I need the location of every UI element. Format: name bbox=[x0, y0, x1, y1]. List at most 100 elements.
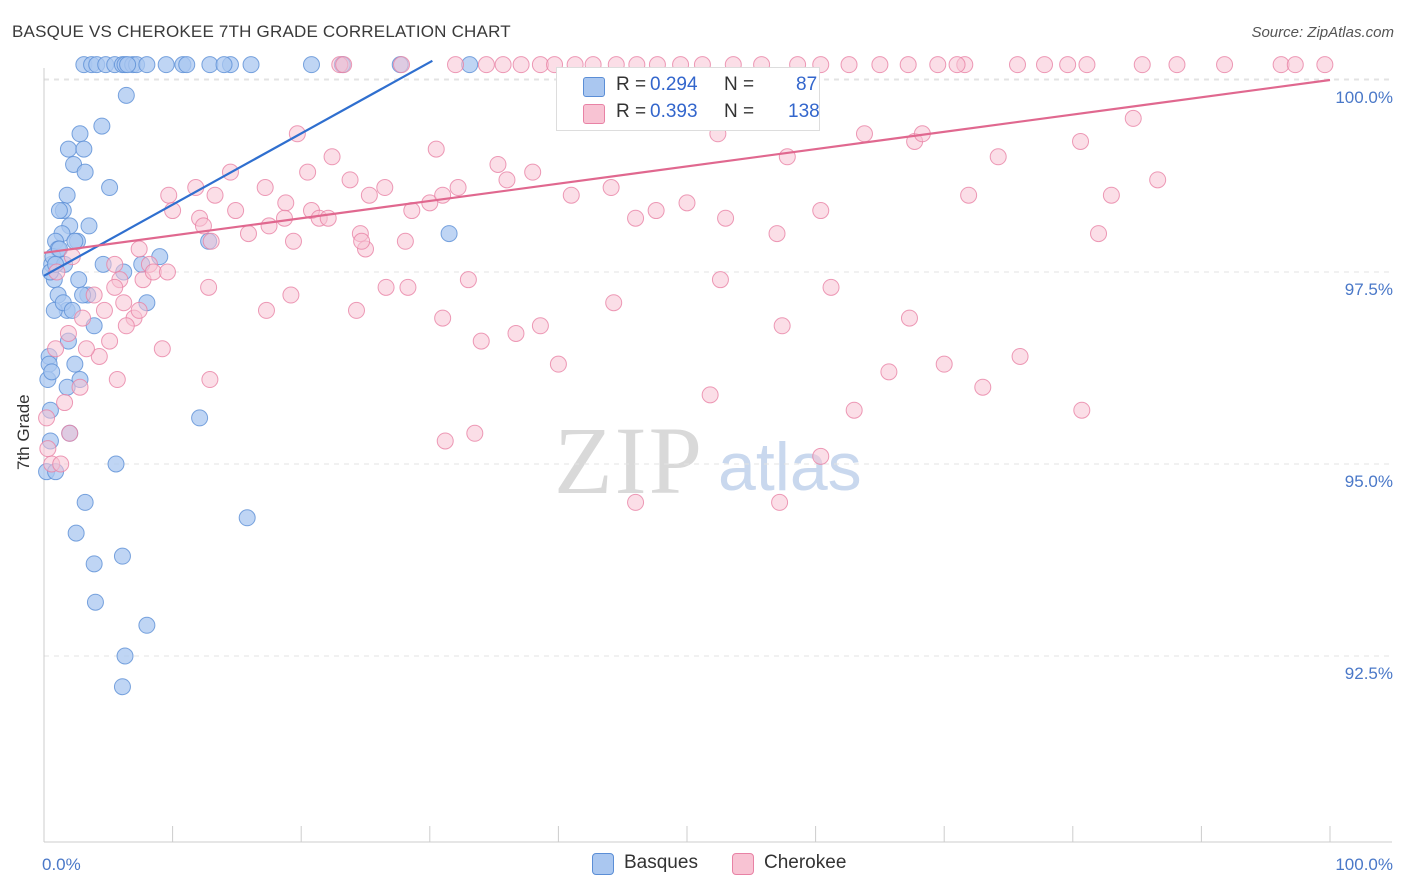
cherokee-point bbox=[319, 209, 337, 227]
y-tick-label: 95.0% bbox=[1345, 472, 1393, 491]
cherokee-point bbox=[512, 56, 530, 74]
cherokee-point bbox=[227, 202, 245, 220]
cherokee-point bbox=[524, 163, 542, 181]
cherokee-point bbox=[1011, 347, 1029, 365]
x-tick-label: 100.0% bbox=[1335, 855, 1393, 874]
cherokee-point bbox=[206, 186, 224, 204]
cherokee-point bbox=[562, 186, 580, 204]
cherokee-point bbox=[38, 409, 56, 427]
cherokee-point bbox=[1272, 56, 1290, 74]
cherokee-point bbox=[899, 56, 917, 74]
basques-point bbox=[440, 225, 458, 243]
cherokee-point bbox=[257, 301, 275, 319]
cherokee-point bbox=[1286, 56, 1304, 74]
cherokee-point bbox=[822, 278, 840, 296]
cherokee-point bbox=[39, 440, 57, 458]
cherokee-point bbox=[144, 263, 162, 281]
legend-r-value: 0.393 bbox=[650, 101, 698, 122]
basques-point bbox=[66, 355, 84, 373]
basques-point bbox=[93, 117, 111, 135]
basques-point bbox=[76, 493, 94, 511]
cherokee-point bbox=[434, 309, 452, 327]
basques-point bbox=[113, 678, 131, 696]
basques-point bbox=[242, 56, 260, 74]
cherokee-point bbox=[507, 324, 525, 342]
legend-n-label: N = bbox=[724, 74, 755, 95]
basques-point bbox=[113, 547, 131, 565]
cherokee-point bbox=[1168, 56, 1186, 74]
cherokee-point bbox=[1073, 401, 1091, 419]
cherokee-point bbox=[812, 202, 830, 220]
cherokee-point bbox=[871, 56, 889, 74]
cherokee-point bbox=[771, 493, 789, 511]
basques-point bbox=[86, 593, 104, 611]
cherokee-point bbox=[202, 232, 220, 250]
basques-point bbox=[117, 86, 135, 104]
y-tick-label: 97.5% bbox=[1345, 280, 1393, 299]
basques-point bbox=[138, 616, 156, 634]
cherokee-point bbox=[47, 340, 65, 358]
cherokee-point bbox=[929, 56, 947, 74]
cherokee-point bbox=[59, 324, 77, 342]
basques-point bbox=[302, 56, 320, 74]
y-tick-label: 100.0% bbox=[1335, 88, 1393, 107]
cherokee-point bbox=[459, 271, 477, 289]
cherokee-point bbox=[1216, 56, 1234, 74]
cherokee-point bbox=[647, 202, 665, 220]
cherokee-point bbox=[158, 263, 176, 281]
basques-point bbox=[107, 455, 125, 473]
cherokee-point bbox=[376, 179, 394, 197]
cherokee-point bbox=[498, 171, 516, 189]
x-tick-label: 0.0% bbox=[42, 855, 81, 874]
cherokee-point bbox=[341, 171, 359, 189]
legend-r-label: R = bbox=[616, 101, 647, 122]
basques-point bbox=[85, 555, 103, 573]
cherokee-point bbox=[701, 386, 719, 404]
legend-r-value: 0.294 bbox=[650, 74, 698, 95]
cherokee-point bbox=[840, 56, 858, 74]
basques-point bbox=[67, 524, 85, 542]
cherokee-point bbox=[77, 340, 95, 358]
bottom-legend-label-basques: Basques bbox=[624, 852, 698, 873]
cherokee-point bbox=[90, 347, 108, 365]
basques-point bbox=[191, 409, 209, 427]
cherokee-point bbox=[960, 186, 978, 204]
cherokee-point bbox=[200, 278, 218, 296]
cherokee-point bbox=[1009, 56, 1027, 74]
basques-point bbox=[43, 363, 61, 381]
cherokee-point bbox=[605, 294, 623, 312]
cherokee-point bbox=[335, 56, 353, 74]
watermark-atlas: atlas bbox=[718, 429, 862, 505]
cherokee-point bbox=[472, 332, 490, 350]
basques-point bbox=[215, 56, 233, 74]
cherokee-point bbox=[260, 217, 278, 235]
cherokee-trend-line bbox=[43, 78, 1331, 254]
basques-point bbox=[58, 186, 76, 204]
cherokee-point bbox=[1078, 56, 1096, 74]
basques-point bbox=[71, 125, 89, 143]
cherokee-point bbox=[399, 278, 417, 296]
cherokee-point bbox=[360, 186, 378, 204]
cherokee-point bbox=[71, 378, 89, 396]
cherokee-point bbox=[427, 140, 445, 158]
basques-point bbox=[461, 56, 479, 74]
cherokee-point bbox=[678, 194, 696, 212]
basques-point bbox=[201, 56, 219, 74]
cherokee-point bbox=[1316, 56, 1334, 74]
cherokee-point bbox=[935, 355, 953, 373]
cherokee-point bbox=[106, 278, 124, 296]
cherokee-point bbox=[108, 371, 126, 389]
cherokee-point bbox=[130, 301, 148, 319]
cherokee-point bbox=[52, 455, 70, 473]
cherokee-point bbox=[466, 424, 484, 442]
cherokee-point bbox=[768, 225, 786, 243]
cherokee-point bbox=[531, 317, 549, 335]
bottom-legend-label-cherokee: Cherokee bbox=[764, 852, 847, 873]
basques-point bbox=[80, 217, 98, 235]
cherokee-point bbox=[1036, 56, 1054, 74]
basques-point bbox=[238, 509, 256, 527]
cherokee-point bbox=[396, 232, 414, 250]
cherokee-point bbox=[115, 294, 133, 312]
cherokee-point bbox=[845, 401, 863, 419]
